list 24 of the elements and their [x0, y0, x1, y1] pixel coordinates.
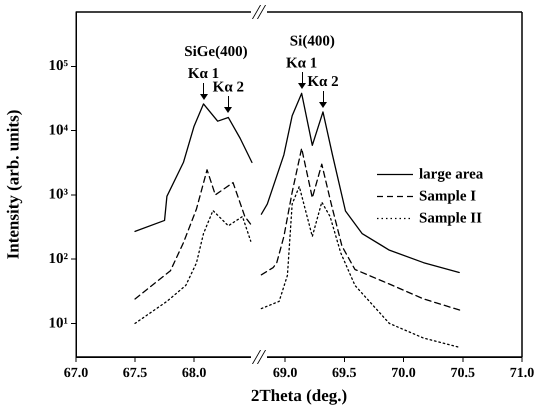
y-tick-label: 10⁴ — [48, 122, 68, 138]
legend-label: Sample I — [419, 188, 477, 204]
annotation: Kα 2 — [212, 79, 244, 96]
y-axis-title: Intensity (arb. units) — [4, 110, 23, 260]
x-axis-title: 2Theta (deg.) — [250, 386, 348, 406]
x-tick-label: 70.5 — [450, 366, 476, 382]
annotation: Si(400) — [290, 33, 336, 50]
annotation: SiGe(400) — [184, 44, 248, 60]
x-tick-label: 70.0 — [392, 366, 416, 382]
y-tick-label: 10³ — [48, 186, 68, 203]
legend-label: Sample II — [419, 210, 482, 226]
x-tick-label: 69.5 — [332, 366, 357, 382]
x-tick-label: 68.0 — [182, 366, 206, 382]
y-tick-label: 10² — [48, 251, 68, 267]
x-tick-label: 67.5 — [122, 366, 148, 382]
y-tick-label: 10¹ — [48, 315, 68, 332]
annotation: Kα 1 — [188, 66, 220, 82]
annotation: Kα 1 — [286, 55, 318, 72]
x-tick-label: 67.0 — [64, 366, 88, 382]
y-tick-label: 10⁵ — [48, 58, 68, 74]
x-tick-label: 69.0 — [273, 366, 298, 382]
annotation: Kα 2 — [308, 74, 339, 90]
x-tick-label: 71.0 — [510, 366, 535, 382]
legend-label: large area — [419, 166, 484, 182]
